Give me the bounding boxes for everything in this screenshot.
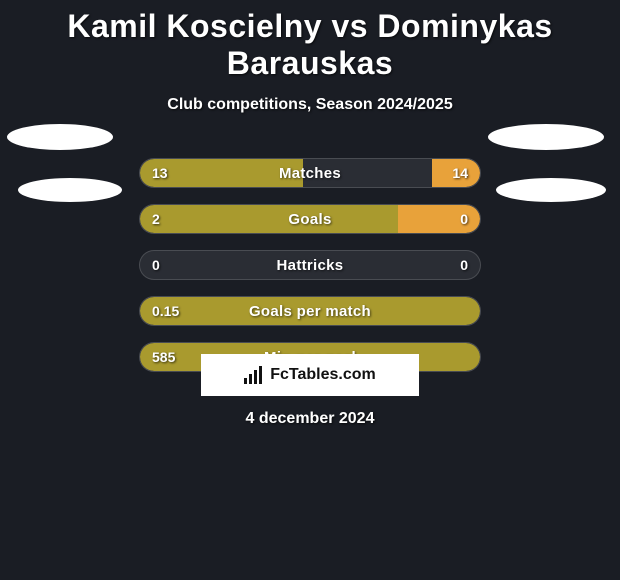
- stat-label: Matches: [140, 159, 480, 187]
- as-of-date: 4 december 2024: [0, 410, 620, 428]
- stat-bar: 0.15Goals per match: [139, 296, 481, 326]
- stat-label: Goals per match: [140, 297, 480, 325]
- stat-bar: 20Goals: [139, 204, 481, 234]
- bars-icon: [244, 366, 264, 384]
- side-marker: [18, 178, 122, 202]
- page-title: Kamil Koscielny vs Dominykas Barauskas: [0, 0, 620, 82]
- source-badge-label: FcTables.com: [270, 366, 376, 384]
- stat-row: 00Hattricks: [0, 242, 620, 288]
- source-badge: FcTables.com: [201, 354, 419, 396]
- side-marker: [488, 124, 604, 150]
- stat-row: 20Goals: [0, 196, 620, 242]
- stat-label: Hattricks: [140, 251, 480, 279]
- page-subtitle: Club competitions, Season 2024/2025: [0, 96, 620, 114]
- stat-row: 0.15Goals per match: [0, 288, 620, 334]
- stat-bar: 1314Matches: [139, 158, 481, 188]
- stat-bar: 00Hattricks: [139, 250, 481, 280]
- stat-label: Goals: [140, 205, 480, 233]
- side-marker: [7, 124, 113, 150]
- side-marker: [496, 178, 606, 202]
